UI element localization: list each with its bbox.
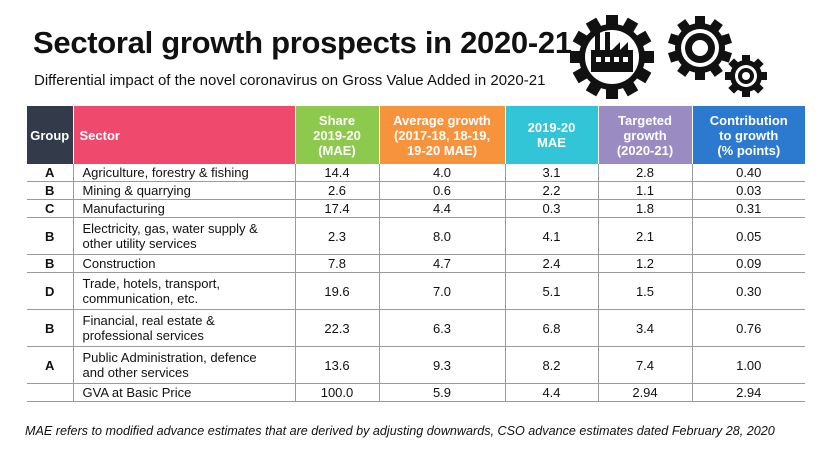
target-cell: 1.8 — [598, 199, 693, 218]
mae-cell: 0.3 — [505, 199, 599, 218]
column-header-average-growth: Average growth (2017-18, 18-19, 19-20 MAE) — [379, 106, 506, 164]
sector-table: Group Sector Share 2019-20 (MAE) Average g… — [27, 106, 805, 402]
mae-cell: 3.1 — [505, 164, 599, 182]
target-cell: 1.2 — [598, 254, 693, 273]
share-cell: 100.0 — [295, 383, 380, 402]
sector-cell: Public Administration, defence and other … — [73, 346, 296, 384]
mae-cell: 6.8 — [505, 309, 599, 347]
group-cell — [27, 383, 74, 402]
avg-growth-cell: 4.4 — [379, 199, 506, 218]
sector-cell: Manufacturing — [73, 199, 296, 218]
group-cell: B — [27, 254, 74, 273]
contribution-cell: 0.03 — [692, 181, 805, 200]
group-cell: D — [27, 272, 74, 310]
column-header-sector: Sector — [73, 106, 296, 164]
group-cell: B — [27, 181, 74, 200]
table-row: A Public Administration, defence and othe… — [27, 346, 805, 384]
share-cell: 17.4 — [295, 199, 380, 218]
sector-cell: Agriculture, forestry & fishing — [73, 164, 296, 182]
share-cell: 7.8 — [295, 254, 380, 273]
table-row: A Agriculture, forestry & fishing 14.4 4… — [27, 164, 805, 182]
avg-growth-cell: 9.3 — [379, 346, 506, 384]
share-cell: 14.4 — [295, 164, 380, 182]
group-cell: C — [27, 199, 74, 218]
target-cell: 2.8 — [598, 164, 693, 182]
column-header-group: Group — [27, 106, 74, 164]
gears-illustration — [570, 15, 767, 99]
target-cell: 1.5 — [598, 272, 693, 310]
target-cell: 1.1 — [598, 181, 693, 200]
avg-growth-cell: 0.6 — [379, 181, 506, 200]
table-row: B Electricity, gas, water supply & other … — [27, 217, 805, 255]
mae-cell: 2.4 — [505, 254, 599, 273]
avg-growth-cell: 4.0 — [379, 164, 506, 182]
mae-cell: 2.2 — [505, 181, 599, 200]
table-row: B Mining & quarrying 2.6 0.6 2.2 1.1 0.0… — [27, 181, 805, 200]
contribution-cell: 0.31 — [692, 199, 805, 218]
avg-growth-cell: 8.0 — [379, 217, 506, 255]
column-header-share: Share 2019-20 (MAE) — [295, 106, 380, 164]
avg-growth-cell: 6.3 — [379, 309, 506, 347]
mae-cell: 8.2 — [505, 346, 599, 384]
table-row: B Financial, real estate & professional s… — [27, 309, 805, 347]
column-header-mae: 2019-20 MAE — [505, 106, 599, 164]
footnote: MAE refers to modified advance estimates… — [25, 424, 775, 438]
column-header-contribution: Contribution to growth (% points) — [692, 106, 805, 164]
table-header-row: Group Sector Share 2019-20 (MAE) Average g… — [27, 106, 805, 164]
group-cell: A — [27, 346, 74, 384]
contribution-cell: 1.00 — [692, 346, 805, 384]
contribution-cell: 0.76 — [692, 309, 805, 347]
sector-cell: Mining & quarrying — [73, 181, 296, 200]
small-gear-icon — [725, 55, 767, 97]
table-row: D Trade, hotels, transport, communication… — [27, 272, 805, 310]
column-header-targeted-growth: Targeted growth (2020-21) — [598, 106, 693, 164]
share-cell: 13.6 — [295, 346, 380, 384]
share-cell: 22.3 — [295, 309, 380, 347]
target-cell: 2.94 — [598, 383, 693, 402]
share-cell: 2.3 — [295, 217, 380, 255]
sector-cell: GVA at Basic Price — [73, 383, 296, 402]
large-gear-icon — [668, 16, 732, 80]
group-cell: A — [27, 164, 74, 182]
contribution-cell: 0.05 — [692, 217, 805, 255]
avg-growth-cell: 5.9 — [379, 383, 506, 402]
sector-cell: Financial, real estate & professional ser… — [73, 309, 296, 347]
group-cell: B — [27, 217, 74, 255]
mae-cell: 4.4 — [505, 383, 599, 402]
factory-gear-icon — [570, 15, 654, 99]
contribution-cell: 0.30 — [692, 272, 805, 310]
target-cell: 3.4 — [598, 309, 693, 347]
share-cell: 19.6 — [295, 272, 380, 310]
page-title: Sectoral growth prospects in 2020-21 — [33, 25, 572, 60]
table-row: B Construction 7.8 4.7 2.4 1.2 0.09 — [27, 254, 805, 273]
share-cell: 2.6 — [295, 181, 380, 200]
mae-cell: 5.1 — [505, 272, 599, 310]
target-cell: 7.4 — [598, 346, 693, 384]
target-cell: 2.1 — [598, 217, 693, 255]
avg-growth-cell: 7.0 — [379, 272, 506, 310]
sector-cell: Electricity, gas, water supply & other ut… — [73, 217, 296, 255]
contribution-cell: 2.94 — [692, 383, 805, 402]
avg-growth-cell: 4.7 — [379, 254, 506, 273]
mae-cell: 4.1 — [505, 217, 599, 255]
contribution-cell: 0.40 — [692, 164, 805, 182]
contribution-cell: 0.09 — [692, 254, 805, 273]
group-cell: B — [27, 309, 74, 347]
sector-cell: Construction — [73, 254, 296, 273]
table-row-total: GVA at Basic Price 100.0 5.9 4.4 2.94 2.… — [27, 383, 805, 402]
table-row: C Manufacturing 17.4 4.4 0.3 1.8 0.31 — [27, 199, 805, 218]
sector-cell: Trade, hotels, transport, communication, … — [73, 272, 296, 310]
page-subtitle: Differential impact of the novel coronav… — [34, 72, 546, 89]
